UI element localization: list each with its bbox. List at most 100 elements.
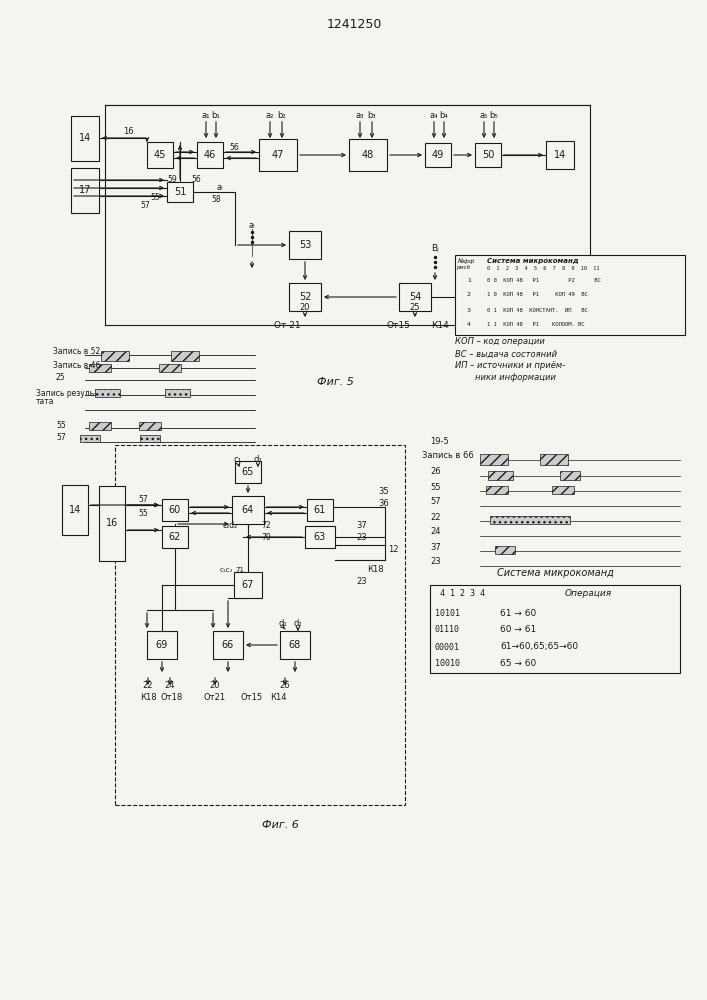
Text: a₃: a₃ <box>356 110 364 119</box>
Bar <box>455 255 685 335</box>
Text: От18: От18 <box>161 694 183 702</box>
Text: 46: 46 <box>204 150 216 160</box>
Text: 10101: 10101 <box>435 608 460 617</box>
Text: 55: 55 <box>56 420 66 430</box>
Text: aᵢ: aᵢ <box>216 184 223 192</box>
Text: 58: 58 <box>211 196 221 205</box>
Text: 16: 16 <box>106 518 118 528</box>
Bar <box>197 142 223 168</box>
Bar <box>71 115 99 160</box>
Text: 14: 14 <box>554 150 566 160</box>
Text: d₂: d₂ <box>293 619 303 629</box>
Text: К18: К18 <box>140 694 156 702</box>
Text: 61→60,65;65→60: 61→60,65;65→60 <box>500 643 578 652</box>
Text: 20: 20 <box>210 680 221 690</box>
Text: 69: 69 <box>156 640 168 650</box>
Text: 66: 66 <box>222 640 234 650</box>
Text: 4: 4 <box>467 322 471 328</box>
Bar <box>259 139 297 171</box>
Bar <box>95 389 120 397</box>
Text: 17: 17 <box>78 185 91 195</box>
Bar <box>165 389 190 397</box>
Bar <box>305 526 335 548</box>
Text: 10010: 10010 <box>435 660 460 668</box>
Text: 22: 22 <box>143 680 153 690</box>
Text: 1 1  КОП 48   Р1    КОЛООМ. ВС: 1 1 КОП 48 Р1 КОЛООМ. ВС <box>487 322 585 328</box>
Text: 60 → 61: 60 → 61 <box>500 626 536 635</box>
Text: От15: От15 <box>386 322 410 330</box>
Text: 72: 72 <box>261 520 271 530</box>
Text: 19-5: 19-5 <box>430 438 449 446</box>
Bar <box>560 471 580 480</box>
Bar <box>546 141 574 169</box>
Text: Фиг. 6: Фиг. 6 <box>262 820 298 830</box>
Bar <box>488 471 513 480</box>
Text: 61 → 60: 61 → 60 <box>500 608 536 617</box>
Text: 26: 26 <box>430 468 440 477</box>
Bar <box>89 364 111 372</box>
Text: 24: 24 <box>430 528 440 536</box>
Bar <box>486 486 508 494</box>
Text: 50: 50 <box>481 150 494 160</box>
Text: 00001: 00001 <box>435 643 460 652</box>
Text: c₁c₂: c₁c₂ <box>219 567 233 573</box>
Text: 57: 57 <box>430 497 440 506</box>
Text: 53: 53 <box>299 240 311 250</box>
Text: 56: 56 <box>229 143 239 152</box>
Bar <box>167 182 193 202</box>
Text: 57: 57 <box>140 200 150 210</box>
Text: c₂d₂: c₂d₂ <box>223 522 238 530</box>
Text: 0  1  2  3  4  5  6  7  8  9  10  11: 0 1 2 3 4 5 6 7 8 9 10 11 <box>487 265 600 270</box>
Bar <box>139 422 161 430</box>
Text: 23: 23 <box>430 558 440 566</box>
Bar <box>213 631 243 659</box>
Text: 63: 63 <box>314 532 326 542</box>
Text: 36: 36 <box>378 499 389 508</box>
Text: 23: 23 <box>357 578 368 586</box>
Text: 25: 25 <box>410 304 420 312</box>
Bar <box>280 631 310 659</box>
Text: тата: тата <box>36 397 54 406</box>
Text: 51: 51 <box>174 187 186 197</box>
Bar <box>147 631 177 659</box>
Text: 12: 12 <box>388 546 399 554</box>
Text: 56: 56 <box>191 176 201 184</box>
Text: 01110: 01110 <box>435 626 460 635</box>
Bar <box>540 454 568 464</box>
Text: 14: 14 <box>79 133 91 143</box>
Text: 1241250: 1241250 <box>327 18 382 31</box>
Bar <box>99 486 125 560</box>
Text: 65 → 60: 65 → 60 <box>500 660 536 668</box>
Text: Фиг. 5: Фиг. 5 <box>317 377 354 387</box>
Text: 61: 61 <box>314 505 326 515</box>
Text: 23: 23 <box>357 534 368 542</box>
Text: d₁: d₁ <box>254 454 262 464</box>
Bar <box>289 283 321 311</box>
Text: №фф: №фф <box>457 258 474 264</box>
Bar <box>475 143 501 167</box>
Bar <box>162 499 188 521</box>
Bar <box>71 167 99 213</box>
Text: 70: 70 <box>261 532 271 542</box>
Bar <box>234 572 262 598</box>
Text: 16: 16 <box>123 127 134 136</box>
Bar <box>147 142 173 168</box>
Text: 0 0  КОП 48   Р1         Р2      ВС: 0 0 КОП 48 Р1 Р2 ВС <box>487 277 601 282</box>
Text: 57: 57 <box>56 434 66 442</box>
Bar <box>289 231 321 259</box>
Text: К14: К14 <box>431 322 449 330</box>
Text: d₁: d₁ <box>279 619 287 629</box>
Text: Система микрокоманд: Система микрокоманд <box>487 258 578 264</box>
Bar <box>232 496 264 524</box>
Text: 55: 55 <box>150 194 160 202</box>
Text: К14: К14 <box>270 694 286 702</box>
Text: a₄: a₄ <box>430 110 438 119</box>
Text: 68: 68 <box>289 640 301 650</box>
Bar <box>80 434 100 442</box>
Text: Операция: Операция <box>564 589 612 598</box>
Text: 64: 64 <box>242 505 254 515</box>
Text: ИП – источники и приём-: ИП – источники и приём- <box>455 361 566 370</box>
Text: 57: 57 <box>138 495 148 504</box>
Text: c₁: c₁ <box>234 454 242 464</box>
Text: От21: От21 <box>204 694 226 702</box>
